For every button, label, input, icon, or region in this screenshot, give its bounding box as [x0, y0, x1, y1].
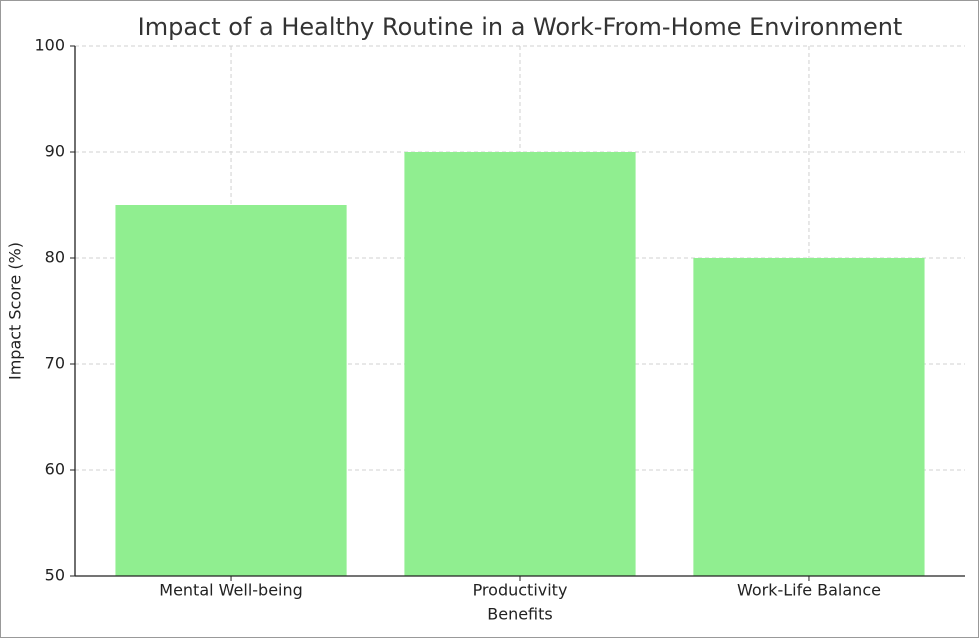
bar — [693, 258, 925, 576]
y-tick-label: 60 — [45, 460, 65, 479]
y-axis-label: Impact Score (%) — [6, 242, 25, 380]
y-tick-label: 80 — [45, 248, 65, 267]
y-tick-label: 70 — [45, 354, 65, 373]
x-tick-label: Mental Well-being — [159, 581, 303, 600]
y-tick-label: 90 — [45, 142, 65, 161]
x-tick-label: Work-Life Balance — [737, 581, 881, 600]
bar — [115, 205, 347, 576]
x-tick-label: Productivity — [473, 581, 568, 600]
y-tick-label: 100 — [34, 36, 65, 55]
x-axis-label: Benefits — [487, 605, 553, 624]
chart-title: Impact of a Healthy Routine in a Work-Fr… — [138, 13, 903, 41]
bar — [404, 152, 636, 576]
y-tick-label: 50 — [45, 566, 65, 585]
